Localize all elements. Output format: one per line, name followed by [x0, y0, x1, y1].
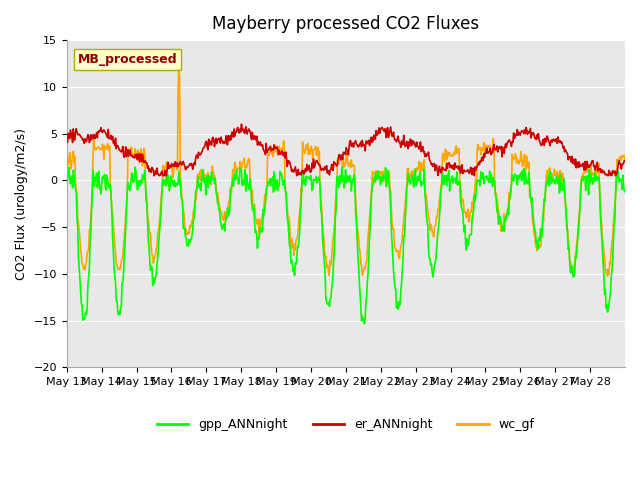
Title: Mayberry processed CO2 Fluxes: Mayberry processed CO2 Fluxes [212, 15, 479, 33]
Text: MB_processed: MB_processed [78, 53, 177, 66]
Y-axis label: CO2 Flux (urology/m2/s): CO2 Flux (urology/m2/s) [15, 128, 28, 280]
Legend: gpp_ANNnight, er_ANNnight, wc_gf: gpp_ANNnight, er_ANNnight, wc_gf [152, 413, 540, 436]
